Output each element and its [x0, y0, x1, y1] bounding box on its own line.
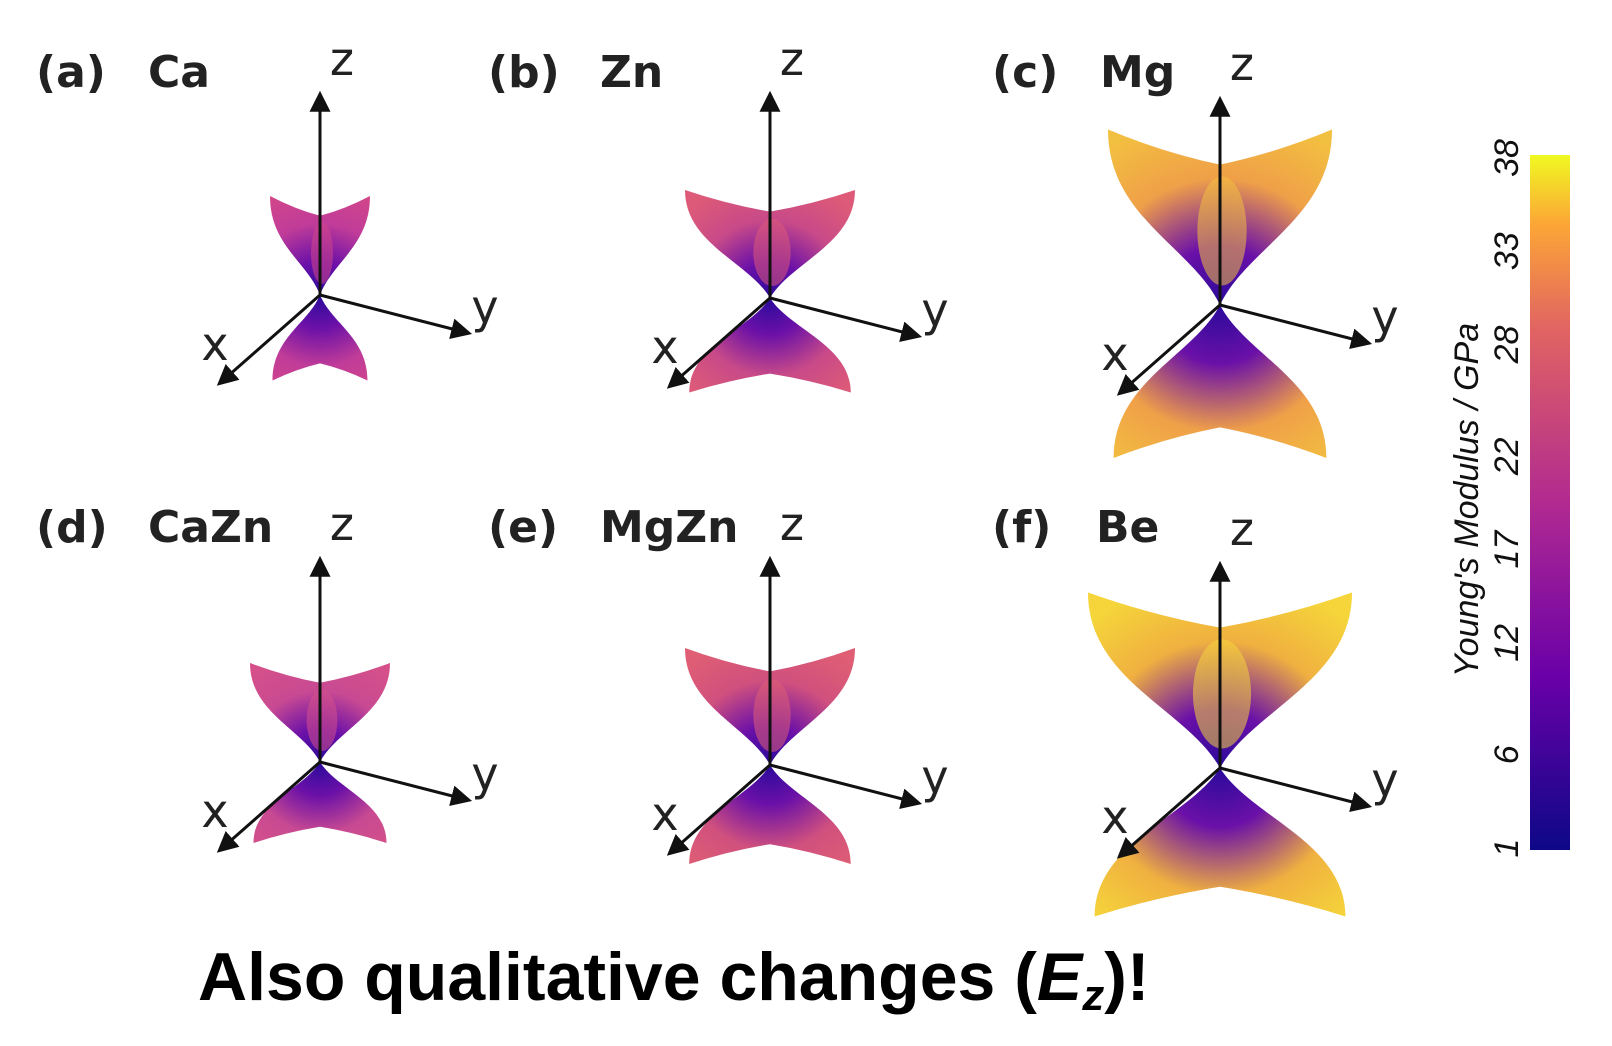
panel-label: (b) — [488, 47, 560, 98]
surface-bulge — [307, 689, 338, 751]
axis-label-x: x — [651, 320, 678, 374]
axis-label-x: x — [201, 317, 228, 371]
colorbar-tick-label: 33 — [1488, 232, 1526, 270]
colorbar-tick-label: 6 — [1488, 745, 1526, 764]
panel-label: (c) — [992, 47, 1058, 98]
colorbar — [1530, 155, 1570, 850]
caption-text: Also qualitative changes ( — [198, 939, 1037, 1015]
element-label: Be — [1096, 502, 1159, 553]
axis-label-z: z — [330, 32, 354, 86]
element-label: MgZn — [600, 502, 739, 553]
surface-bulge — [753, 219, 790, 286]
axis-label-y: y — [1371, 290, 1398, 344]
axis-label-x: x — [1101, 790, 1128, 844]
colorbar-tick-label: 22 — [1488, 437, 1526, 476]
panel-label: (f) — [992, 502, 1051, 553]
element-label: Mg — [1100, 47, 1175, 98]
figure: Young's Modulus / GPa Also qualitative c… — [0, 0, 1612, 1046]
axis-label-z: z — [1230, 37, 1254, 91]
axis-label-x: x — [651, 787, 678, 841]
axis-label-z: z — [780, 497, 804, 551]
element-label: Zn — [600, 47, 663, 98]
panel-label: (d) — [36, 502, 108, 553]
colorbar-label: Young's Modulus / GPa — [1448, 323, 1486, 677]
panel-label: (e) — [488, 502, 558, 553]
colorbar-tick-label: 17 — [1488, 530, 1526, 569]
caption-subscript: z — [1081, 971, 1104, 1020]
colorbar-tick-label: 1 — [1488, 839, 1526, 858]
axis-label-z: z — [1230, 502, 1254, 556]
caption-symbol: E — [1037, 939, 1085, 1015]
element-label: CaZn — [148, 502, 273, 553]
axis-label-x: x — [1101, 327, 1128, 381]
caption: Also qualitative changes (Ez)! — [198, 939, 1150, 1020]
caption-text: )! — [1104, 939, 1149, 1015]
element-label: Ca — [148, 47, 210, 98]
surface-lower — [273, 295, 368, 381]
axis-label-z: z — [330, 497, 354, 551]
surface-bulge — [311, 222, 333, 284]
surface-lower — [1114, 305, 1327, 458]
axis-label-y: y — [921, 750, 948, 804]
colorbar-tick-label: 12 — [1488, 624, 1526, 662]
axis-label-y: y — [1371, 753, 1398, 807]
axis-label-x: x — [201, 784, 228, 838]
panel-label: (a) — [36, 47, 106, 98]
colorbar-tick-label: 38 — [1488, 139, 1526, 177]
surface-bulge — [1193, 639, 1251, 748]
axis-label-y: y — [471, 280, 498, 334]
colorbar-tick-label: 28 — [1488, 325, 1526, 364]
axis-label-y: y — [921, 283, 948, 337]
axis-label-z: z — [780, 32, 804, 86]
axis-label-y: y — [471, 747, 498, 801]
surface-bulge — [753, 679, 790, 752]
surface-bulge — [1197, 176, 1246, 285]
